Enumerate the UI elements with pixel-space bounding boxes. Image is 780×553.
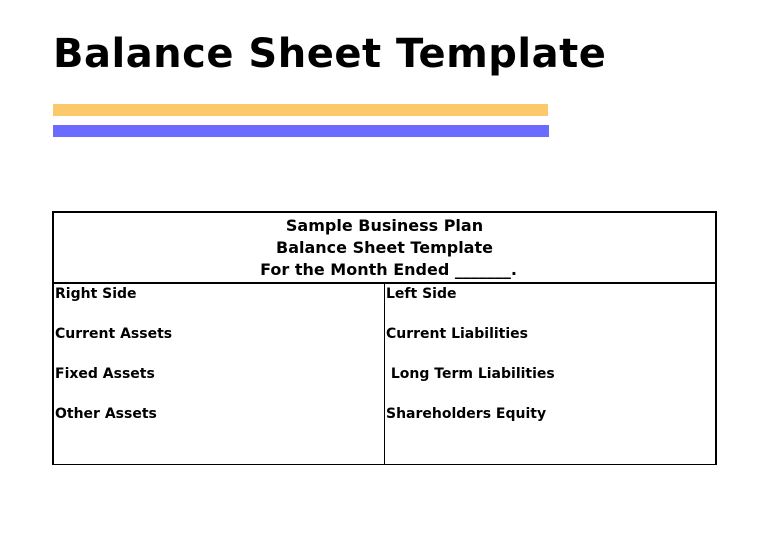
accent-bar-gold bbox=[53, 104, 548, 116]
table-body: Right Side Current Assets Fixed Assets O… bbox=[54, 284, 715, 464]
header-line-period: For the Month Ended _______. bbox=[260, 260, 517, 279]
fixed-assets-label: Fixed Assets bbox=[55, 366, 155, 382]
header-line-template: Balance Sheet Template bbox=[276, 238, 493, 257]
other-assets-label: Other Assets bbox=[55, 406, 157, 422]
accent-bar-blue bbox=[53, 125, 549, 137]
right-column: Left Side Current Liabilities Long Term … bbox=[385, 284, 715, 464]
left-column: Right Side Current Assets Fixed Assets O… bbox=[54, 284, 385, 464]
long-term-liabilities-label: Long Term Liabilities bbox=[386, 366, 555, 382]
balance-sheet-table: Sample Business Plan Balance Sheet Templ… bbox=[52, 211, 717, 465]
left-column-heading: Right Side bbox=[55, 286, 137, 302]
table-header: Sample Business Plan Balance Sheet Templ… bbox=[54, 213, 715, 284]
shareholders-equity-label: Shareholders Equity bbox=[386, 406, 547, 422]
page-title: Balance Sheet Template bbox=[53, 31, 607, 77]
current-liabilities-label: Current Liabilities bbox=[386, 326, 528, 342]
right-column-heading: Left Side bbox=[386, 286, 457, 302]
header-line-plan: Sample Business Plan bbox=[285, 216, 484, 235]
current-assets-label: Current Assets bbox=[55, 326, 173, 342]
